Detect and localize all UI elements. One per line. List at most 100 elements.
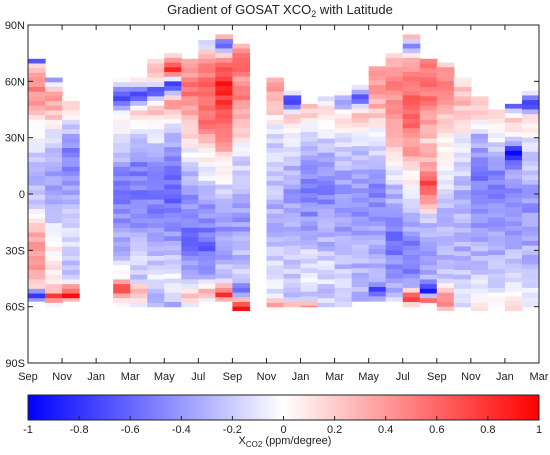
heatmap-cell	[334, 203, 353, 209]
heatmap-cell	[198, 270, 216, 276]
heatmap-cell	[62, 157, 80, 163]
heatmap-cell	[28, 147, 46, 154]
heatmap-cell	[334, 161, 353, 167]
heatmap-cell	[164, 62, 182, 68]
heatmap-cell	[113, 166, 131, 173]
heatmap-cell	[266, 194, 285, 201]
heatmap-cell	[317, 270, 336, 276]
heatmap-cell	[198, 115, 216, 121]
heatmap-cell	[113, 204, 131, 210]
heatmap-cell	[164, 95, 182, 101]
heatmap-cell	[368, 94, 387, 100]
heatmap-cell	[521, 128, 540, 134]
heatmap-cell	[521, 208, 540, 214]
heatmap-cell	[402, 165, 421, 172]
heatmap-cell	[436, 236, 455, 242]
heatmap-cell	[181, 223, 199, 229]
heatmap-cell	[419, 298, 438, 304]
heatmap-cell	[147, 227, 165, 234]
heatmap-cell	[28, 298, 46, 302]
heatmap-cell	[164, 76, 182, 82]
heatmap-cell	[351, 122, 370, 128]
y-tick-label: 0	[19, 189, 25, 201]
heatmap-cell	[402, 194, 421, 200]
heatmap-cell	[334, 208, 353, 214]
heatmap-cell	[436, 104, 455, 111]
heatmap-cell	[113, 274, 131, 281]
heatmap-cell	[487, 297, 506, 303]
heatmap-cell	[521, 212, 540, 219]
heatmap-cell	[453, 101, 472, 107]
heatmap-cell	[62, 143, 80, 149]
heatmap-cell	[487, 283, 506, 289]
heatmap-cell	[368, 207, 387, 213]
heatmap-cell	[317, 166, 336, 173]
heatmap-cell	[147, 279, 165, 285]
heatmap-cell	[113, 101, 131, 107]
heatmap-cell	[164, 231, 182, 237]
heatmap-cell	[300, 164, 319, 171]
heatmap-cell	[28, 218, 46, 224]
heatmap-cell	[283, 137, 302, 143]
heatmap-cell	[504, 136, 523, 143]
heatmap-cell	[164, 151, 182, 158]
heatmap-cell	[232, 57, 251, 64]
heatmap-cell	[300, 277, 319, 283]
heatmap-cell	[113, 185, 131, 191]
heatmap-cell	[470, 115, 489, 121]
heatmap-cell	[45, 133, 63, 140]
heatmap-cell	[147, 129, 165, 135]
heatmap-cell	[351, 296, 370, 302]
heatmap-cell	[266, 185, 285, 191]
heatmap-cell	[283, 287, 302, 294]
heatmap-cell	[198, 86, 216, 93]
heatmap-cell	[453, 115, 472, 121]
heatmap-cell	[215, 161, 233, 167]
heatmap-cell	[334, 90, 353, 97]
heatmap-cell	[113, 279, 131, 285]
heatmap-cell	[28, 251, 46, 257]
heatmap-cell	[215, 175, 233, 181]
heatmap-cell	[487, 161, 506, 167]
heatmap-cell	[436, 118, 455, 125]
heatmap-cell	[317, 138, 336, 144]
heatmap-cell	[198, 265, 216, 271]
heatmap-cell	[147, 251, 165, 257]
heatmap-cell	[130, 302, 148, 308]
heatmap-cell	[504, 244, 523, 250]
heatmap-cell	[215, 71, 233, 78]
heatmap-cell	[45, 91, 63, 97]
heatmap-cell	[470, 157, 489, 163]
heatmap-cell	[487, 278, 506, 284]
heatmap-cell	[266, 227, 285, 234]
heatmap-cell	[419, 147, 438, 154]
heatmap-cell	[521, 114, 540, 120]
heatmap-cell	[164, 147, 182, 153]
heatmap-cell	[504, 103, 523, 110]
heatmap-cell	[402, 255, 421, 261]
heatmap-cell	[470, 138, 489, 144]
heatmap-cell	[283, 217, 302, 223]
heatmap-cell	[402, 81, 421, 87]
heatmap-cell	[402, 269, 421, 275]
heatmap-cell	[334, 297, 353, 303]
heatmap-cell	[521, 189, 540, 195]
heatmap-cell	[45, 241, 63, 248]
heatmap-cell	[266, 270, 285, 276]
heatmap-cell	[521, 132, 540, 139]
heatmap-cell	[164, 86, 182, 92]
heatmap-cell	[300, 122, 319, 128]
heatmap-cell	[487, 259, 506, 266]
heatmap-cell	[470, 162, 489, 168]
heatmap-cell	[215, 264, 233, 270]
heatmap-cell	[62, 284, 80, 290]
heatmap-cell	[470, 185, 489, 191]
heatmap-cell	[232, 100, 251, 106]
heatmap-cell	[300, 193, 319, 199]
heatmap-cell	[368, 221, 387, 227]
heatmap-cell	[402, 179, 421, 186]
heatmap-cell	[164, 301, 182, 308]
heatmap-cell	[232, 128, 251, 134]
x-tick-label: Mar	[530, 371, 549, 383]
heatmap-cell	[334, 278, 353, 284]
